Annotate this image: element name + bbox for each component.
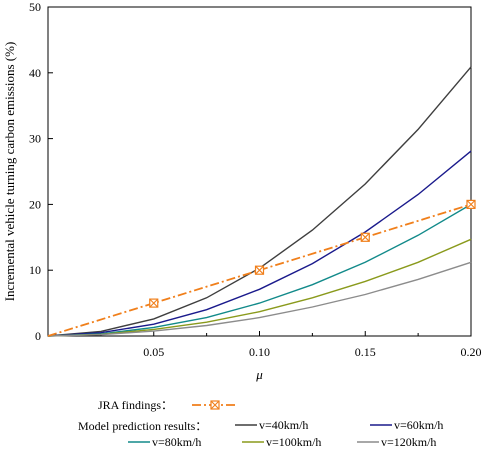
legend-jra-marker bbox=[210, 400, 220, 410]
legend-model-label: Model prediction results： bbox=[78, 419, 207, 433]
jra-marker bbox=[360, 232, 370, 242]
y-tick-label: 10 bbox=[29, 263, 41, 277]
x-tick-label: 0.05 bbox=[143, 345, 164, 359]
x-tick-label: 0.20 bbox=[461, 345, 482, 359]
y-tick-label: 30 bbox=[29, 132, 41, 146]
series-line-v=80km/h bbox=[47, 203, 472, 337]
plot-frame bbox=[47, 6, 472, 337]
legend-entry-v=40km/h: v=40km/h bbox=[259, 418, 308, 432]
axes: 0 10 20 30 40 50 0.05 0.10 0.15 0.20 μ Incremental … bbox=[2, 0, 482, 382]
y-tick-label: 20 bbox=[29, 197, 41, 211]
y-tick-label: 0 bbox=[35, 329, 41, 343]
jra-marker-cross bbox=[466, 200, 476, 209]
legend-jra-marker-cross bbox=[210, 400, 220, 410]
series-line-v=120km/h bbox=[47, 261, 472, 337]
series-line-v=100km/h bbox=[47, 238, 472, 337]
x-tick-label: 0.10 bbox=[249, 345, 270, 359]
jra-marker-cross bbox=[360, 232, 370, 242]
legend: JRA findings： Model prediction results： v=… bbox=[78, 398, 443, 449]
series-layer bbox=[47, 66, 476, 337]
y-tick-label: 40 bbox=[29, 66, 41, 80]
jra-marker bbox=[254, 265, 265, 275]
y-axis-title: Incremental vehicle turning carbon emiss… bbox=[2, 42, 17, 302]
jra-marker-cross bbox=[149, 298, 159, 308]
legend-jra-label: JRA findings： bbox=[98, 398, 173, 412]
legend-entry-v=80km/h: v=80km/h bbox=[152, 435, 201, 449]
jra-marker bbox=[466, 199, 476, 209]
x-axis-title: μ bbox=[255, 367, 263, 382]
legend-entry-v=120km/h: v=120km/h bbox=[381, 435, 436, 449]
jra-marker-cross bbox=[255, 265, 264, 275]
jra-marker bbox=[149, 298, 159, 308]
y-tick-label: 50 bbox=[29, 0, 41, 14]
legend-entry-v=100km/h: v=100km/h bbox=[266, 435, 321, 449]
x-tick-label: 0.15 bbox=[355, 345, 376, 359]
legend-entry-v=60km/h: v=60km/h bbox=[394, 418, 443, 432]
series-line-v=60km/h bbox=[47, 150, 472, 337]
